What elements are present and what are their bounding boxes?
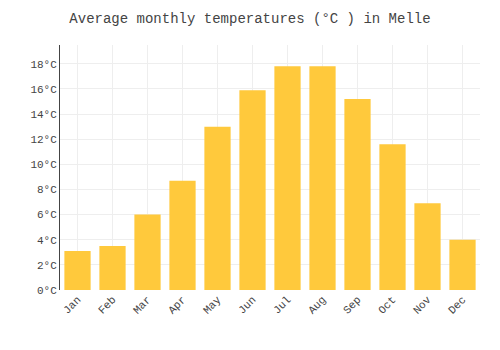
- svg-text:May: May: [201, 294, 224, 317]
- svg-text:Jun: Jun: [236, 294, 258, 316]
- svg-text:Dec: Dec: [446, 294, 468, 316]
- svg-text:Aug: Aug: [306, 294, 328, 316]
- svg-text:12°C: 12°C: [30, 134, 57, 146]
- svg-text:Sep: Sep: [341, 294, 363, 316]
- svg-text:Feb: Feb: [96, 294, 118, 316]
- svg-text:10°C: 10°C: [30, 159, 57, 171]
- svg-text:4°C: 4°C: [37, 235, 57, 247]
- svg-text:2°C: 2°C: [37, 260, 57, 272]
- svg-text:Jan: Jan: [61, 294, 83, 316]
- svg-text:8°C: 8°C: [37, 184, 57, 196]
- svg-text:14°C: 14°C: [30, 109, 57, 121]
- svg-text:0°C: 0°C: [37, 285, 57, 297]
- svg-text:Oct: Oct: [376, 294, 398, 316]
- svg-text:Nov: Nov: [411, 294, 434, 317]
- svg-text:6°C: 6°C: [37, 209, 57, 221]
- svg-text:Apr: Apr: [166, 294, 188, 316]
- svg-text:18°C: 18°C: [30, 59, 57, 71]
- svg-text:Average monthly temperatures (: Average monthly temperatures (°C ) in Me…: [69, 11, 430, 27]
- svg-text:16°C: 16°C: [30, 84, 57, 96]
- svg-text:Mar: Mar: [131, 294, 153, 316]
- svg-text:Jul: Jul: [271, 294, 293, 316]
